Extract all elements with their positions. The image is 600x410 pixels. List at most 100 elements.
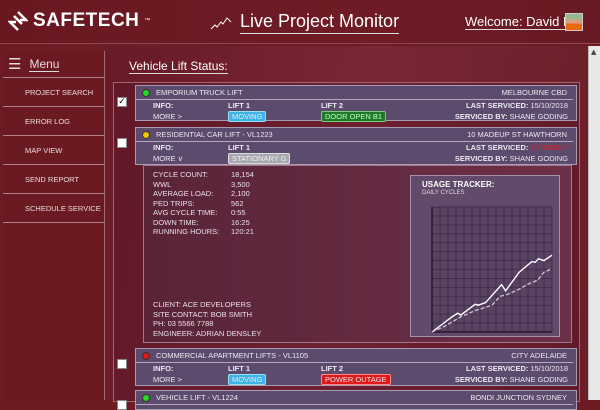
stat-label: AVG CYCLE TIME: bbox=[153, 208, 218, 217]
lift-checkbox[interactable] bbox=[117, 400, 127, 410]
status-dot-icon bbox=[142, 88, 150, 97]
lift1-status-badge: MOVING bbox=[228, 374, 267, 385]
stat-value: 2,100 bbox=[231, 189, 250, 198]
trend-line-icon bbox=[210, 16, 232, 29]
more-button[interactable]: MORE > bbox=[153, 375, 228, 384]
serviced-by-label: SERVICED BY: bbox=[454, 112, 508, 121]
serviced-by-label: SERVICED BY: bbox=[454, 154, 508, 163]
last-serviced-value: 10/05/2017 bbox=[530, 143, 568, 152]
stat-value: 562 bbox=[231, 198, 244, 208]
stat-label: RUNNING HOURS: bbox=[153, 227, 220, 236]
lift1-label: LIFT 1 bbox=[228, 101, 251, 110]
lift1-status-badge: MOVING bbox=[228, 111, 267, 122]
client: CLIENT: ACE DEVELOPERS bbox=[153, 300, 251, 309]
lift-card[interactable]: VEHICLE LIFT - VL1224 BONDI JUNCTION SYDN… bbox=[135, 390, 577, 410]
lift-card[interactable]: RESIDENTIAL CAR LIFT - VL1223 10 MADEUP S… bbox=[135, 127, 577, 165]
app-title: Live Project Monitor bbox=[210, 11, 400, 34]
series-line-2 bbox=[431, 267, 553, 333]
welcome-user-link[interactable]: Welcome: David B bbox=[465, 14, 572, 30]
engineer: ENGINEER: ADRIAN DENSLEY bbox=[153, 328, 262, 338]
last-serviced-label: LAST SERVICED: bbox=[465, 364, 529, 373]
chevron-down-icon: ∨ bbox=[177, 154, 184, 163]
lift-checkbox[interactable] bbox=[117, 359, 127, 369]
hamburger-icon: ☰ bbox=[8, 56, 22, 73]
chevron-right-icon: > bbox=[177, 112, 182, 121]
phone: PH: 03 5566 7788 bbox=[153, 319, 214, 328]
info-label: INFO: bbox=[153, 101, 174, 110]
stat-value: 18,154 bbox=[231, 170, 254, 179]
serviced-by-value: SHANE GODING bbox=[509, 112, 568, 121]
status-dot-icon bbox=[142, 351, 150, 360]
chart-plot bbox=[431, 206, 553, 333]
header: SAFETECH ™ Live Project Monitor Welcome: … bbox=[0, 0, 600, 44]
serviced-by-value: SHANE GODING bbox=[509, 375, 568, 384]
brand-name: SAFETECH bbox=[33, 10, 140, 31]
lift2-label: LIFT 2 bbox=[321, 364, 344, 373]
site-contact: SITE CONTACT: BOB SMITH bbox=[153, 309, 253, 319]
lift-name: RESIDENTIAL CAR LIFT - VL1223 bbox=[156, 130, 273, 139]
stat-row: RUNNING HOURS: 120:21 bbox=[153, 227, 254, 237]
info-label: INFO: bbox=[153, 143, 174, 152]
vertical-scrollbar[interactable]: ▲ bbox=[588, 46, 600, 400]
lift1-label: LIFT 1 bbox=[228, 143, 251, 152]
sidebar-item-schedule-service[interactable]: SCHEDULE SERVICE bbox=[3, 194, 104, 223]
stat-row: AVERAGE LOAD: 2,100 bbox=[153, 189, 254, 199]
lift-name: EMPORIUM TRUCK LIFT bbox=[156, 88, 243, 97]
stat-value: 120:21 bbox=[231, 227, 254, 236]
usage-tracker-chart: USAGE TRACKER: DAILY CYCLES bbox=[410, 175, 560, 337]
stat-label: DOWN TIME: bbox=[153, 217, 199, 227]
lift-name: COMMERCIAL APARTMENT LIFTS - VL1105 bbox=[156, 351, 309, 360]
chart-subtitle: DAILY CYCLES bbox=[422, 190, 465, 196]
more-label: MORE bbox=[153, 112, 176, 121]
sidebar: ☰ Menu PROJECT SEARCH ERROR LOG MAP VIEW … bbox=[3, 51, 105, 400]
page-title: Live Project Monitor bbox=[240, 11, 400, 34]
lift-location: BONDI JUNCTION SYDNEY bbox=[470, 393, 567, 402]
lift2-label: LIFT 2 bbox=[321, 101, 344, 110]
sidebar-item-send-report[interactable]: SEND REPORT bbox=[3, 165, 104, 194]
sidebar-item-project-search[interactable]: PROJECT SEARCH bbox=[3, 78, 104, 107]
safetech-logo-icon bbox=[8, 11, 28, 31]
lift-location: 10 MADEUP ST HAWTHORN bbox=[467, 130, 567, 139]
chevron-right-icon: > bbox=[177, 375, 182, 384]
more-button[interactable]: MORE > bbox=[153, 112, 228, 121]
stat-value: 0:55 bbox=[231, 208, 246, 217]
more-label: MORE bbox=[153, 154, 176, 163]
serviced-by-label: SERVICED BY: bbox=[454, 375, 508, 384]
series-line-1 bbox=[431, 254, 553, 333]
avatar[interactable] bbox=[565, 13, 583, 31]
stat-value: 3,500 bbox=[231, 179, 250, 189]
section-title: Vehicle Lift Status: bbox=[129, 59, 228, 74]
lift1-status-badge: STATIONARY G bbox=[228, 153, 291, 164]
last-serviced-value: 15/10/2018 bbox=[530, 101, 568, 110]
last-serviced-label: LAST SERVICED: bbox=[465, 101, 529, 110]
stat-row: CYCLE COUNT: 18,154 bbox=[153, 170, 254, 180]
more-button[interactable]: MORE ∨ bbox=[153, 154, 228, 163]
scroll-up-arrow-icon[interactable]: ▲ bbox=[591, 48, 597, 56]
status-dot-icon bbox=[142, 130, 150, 139]
stat-label: PED TRIPS: bbox=[153, 198, 195, 208]
lift-name: VEHICLE LIFT - VL1224 bbox=[156, 393, 238, 402]
stat-row: AVG CYCLE TIME: 0:55 bbox=[153, 208, 254, 218]
info-label: INFO: bbox=[153, 364, 174, 373]
lift-location: CITY ADELAIDE bbox=[511, 351, 567, 360]
last-serviced-label: LAST SERVICED: bbox=[465, 143, 529, 152]
lift-card[interactable]: COMMERCIAL APARTMENT LIFTS - VL1105 CITY … bbox=[135, 348, 577, 386]
lift-checkbox[interactable] bbox=[117, 138, 127, 148]
menu-toggle[interactable]: ☰ Menu bbox=[3, 51, 104, 78]
lift2-status-badge: POWER OUTAGE bbox=[321, 374, 391, 385]
more-label: MORE bbox=[153, 375, 176, 384]
lift1-label: LIFT 1 bbox=[228, 364, 251, 373]
lift2-status-badge: DOOR OPEN B1 bbox=[321, 111, 387, 122]
stat-label: WWL bbox=[153, 179, 172, 189]
logo[interactable]: SAFETECH ™ bbox=[8, 10, 151, 32]
last-serviced-value: 15/10/2018 bbox=[530, 364, 568, 373]
sidebar-item-map-view[interactable]: MAP VIEW bbox=[3, 136, 104, 165]
stats-list: CYCLE COUNT: 18,154 WWL 3,500 AVERAGE LOAD… bbox=[153, 170, 254, 237]
trademark: ™ bbox=[144, 18, 151, 24]
lift-checkbox[interactable]: ✓ bbox=[117, 97, 127, 107]
sidebar-item-error-log[interactable]: ERROR LOG bbox=[3, 107, 104, 136]
lift-card[interactable]: EMPORIUM TRUCK LIFT MELBOURNE CBD INFO: LI… bbox=[135, 85, 577, 122]
stat-row: DOWN TIME: 16:25 bbox=[153, 218, 254, 228]
lift-location: MELBOURNE CBD bbox=[501, 88, 567, 97]
stat-row: WWL 3,500 bbox=[153, 180, 254, 190]
